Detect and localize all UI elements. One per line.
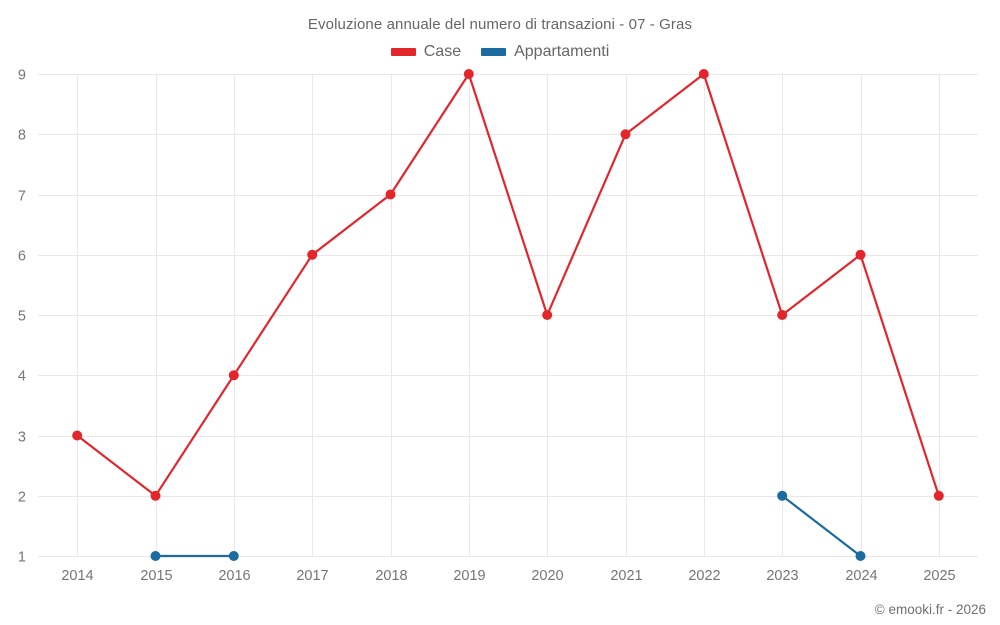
data-point-appartamenti <box>855 551 866 561</box>
y-tick-label: 1 <box>18 550 26 566</box>
y-tick-label: 3 <box>18 430 26 446</box>
y-tick-label: 6 <box>18 249 26 265</box>
data-point-case <box>542 310 553 320</box>
data-point-case <box>933 490 944 501</box>
legend-swatch-case-icon <box>390 48 416 56</box>
chart-legend: Case Appartamenti <box>0 44 1000 60</box>
data-point-appartamenti <box>150 551 161 561</box>
series-line-appartamenti <box>781 494 862 558</box>
y-tick-label: 4 <box>18 369 26 385</box>
y-tick-label: 8 <box>18 128 26 144</box>
x-tick-label: 2024 <box>845 568 877 584</box>
y-tick-label: 5 <box>18 309 26 325</box>
footer-credit: © emooki.fr - 2026 <box>874 602 986 617</box>
data-point-case <box>72 430 83 441</box>
y-tick-label: 7 <box>18 189 26 205</box>
data-point-case <box>855 249 866 260</box>
x-tick-label: 2021 <box>610 568 642 584</box>
data-series-layer <box>72 69 944 561</box>
y-axis-tick-labels: 1 2 3 4 5 6 7 8 9 <box>18 68 26 566</box>
x-tick-label: 2016 <box>218 568 250 584</box>
legend-item-appartamenti[interactable]: Appartamenti <box>481 44 609 60</box>
x-tick-label: 2022 <box>688 568 720 584</box>
x-tick-label: 2023 <box>766 568 798 584</box>
legend-item-case[interactable]: Case <box>390 43 462 60</box>
y-tick-label: 9 <box>18 68 26 84</box>
chart-title: Evoluzione annuale del numero di transaz… <box>307 16 693 33</box>
data-point-case <box>463 69 474 79</box>
x-tick-label: 2017 <box>296 568 328 584</box>
legend-swatch-appartamenti-icon <box>481 48 507 56</box>
data-point-appartamenti <box>228 551 239 561</box>
data-point-case <box>307 249 318 260</box>
data-point-case <box>385 189 396 200</box>
x-axis-tick-labels: 2014 2015 2016 2017 2018 2019 2020 2021 2022 2023… <box>61 568 955 584</box>
data-point-case <box>150 490 161 501</box>
gridlines <box>38 74 978 557</box>
x-tick-label: 2025 <box>923 568 955 584</box>
legend-label-case: Case <box>423 43 462 60</box>
data-point-case <box>620 129 631 140</box>
legend-label-appartamenti: Appartamenti <box>514 43 610 60</box>
x-tick-label: 2019 <box>453 568 485 584</box>
data-point-case <box>777 310 788 320</box>
data-point-case <box>698 69 709 79</box>
x-tick-label: 2015 <box>140 568 172 584</box>
series-line-case <box>76 72 940 497</box>
x-tick-label: 2014 <box>61 568 93 584</box>
data-point-appartamenti <box>777 490 788 501</box>
data-point-case <box>228 370 239 381</box>
x-tick-label: 2020 <box>531 568 563 584</box>
x-tick-label: 2018 <box>375 568 407 584</box>
y-tick-label: 2 <box>18 490 26 506</box>
